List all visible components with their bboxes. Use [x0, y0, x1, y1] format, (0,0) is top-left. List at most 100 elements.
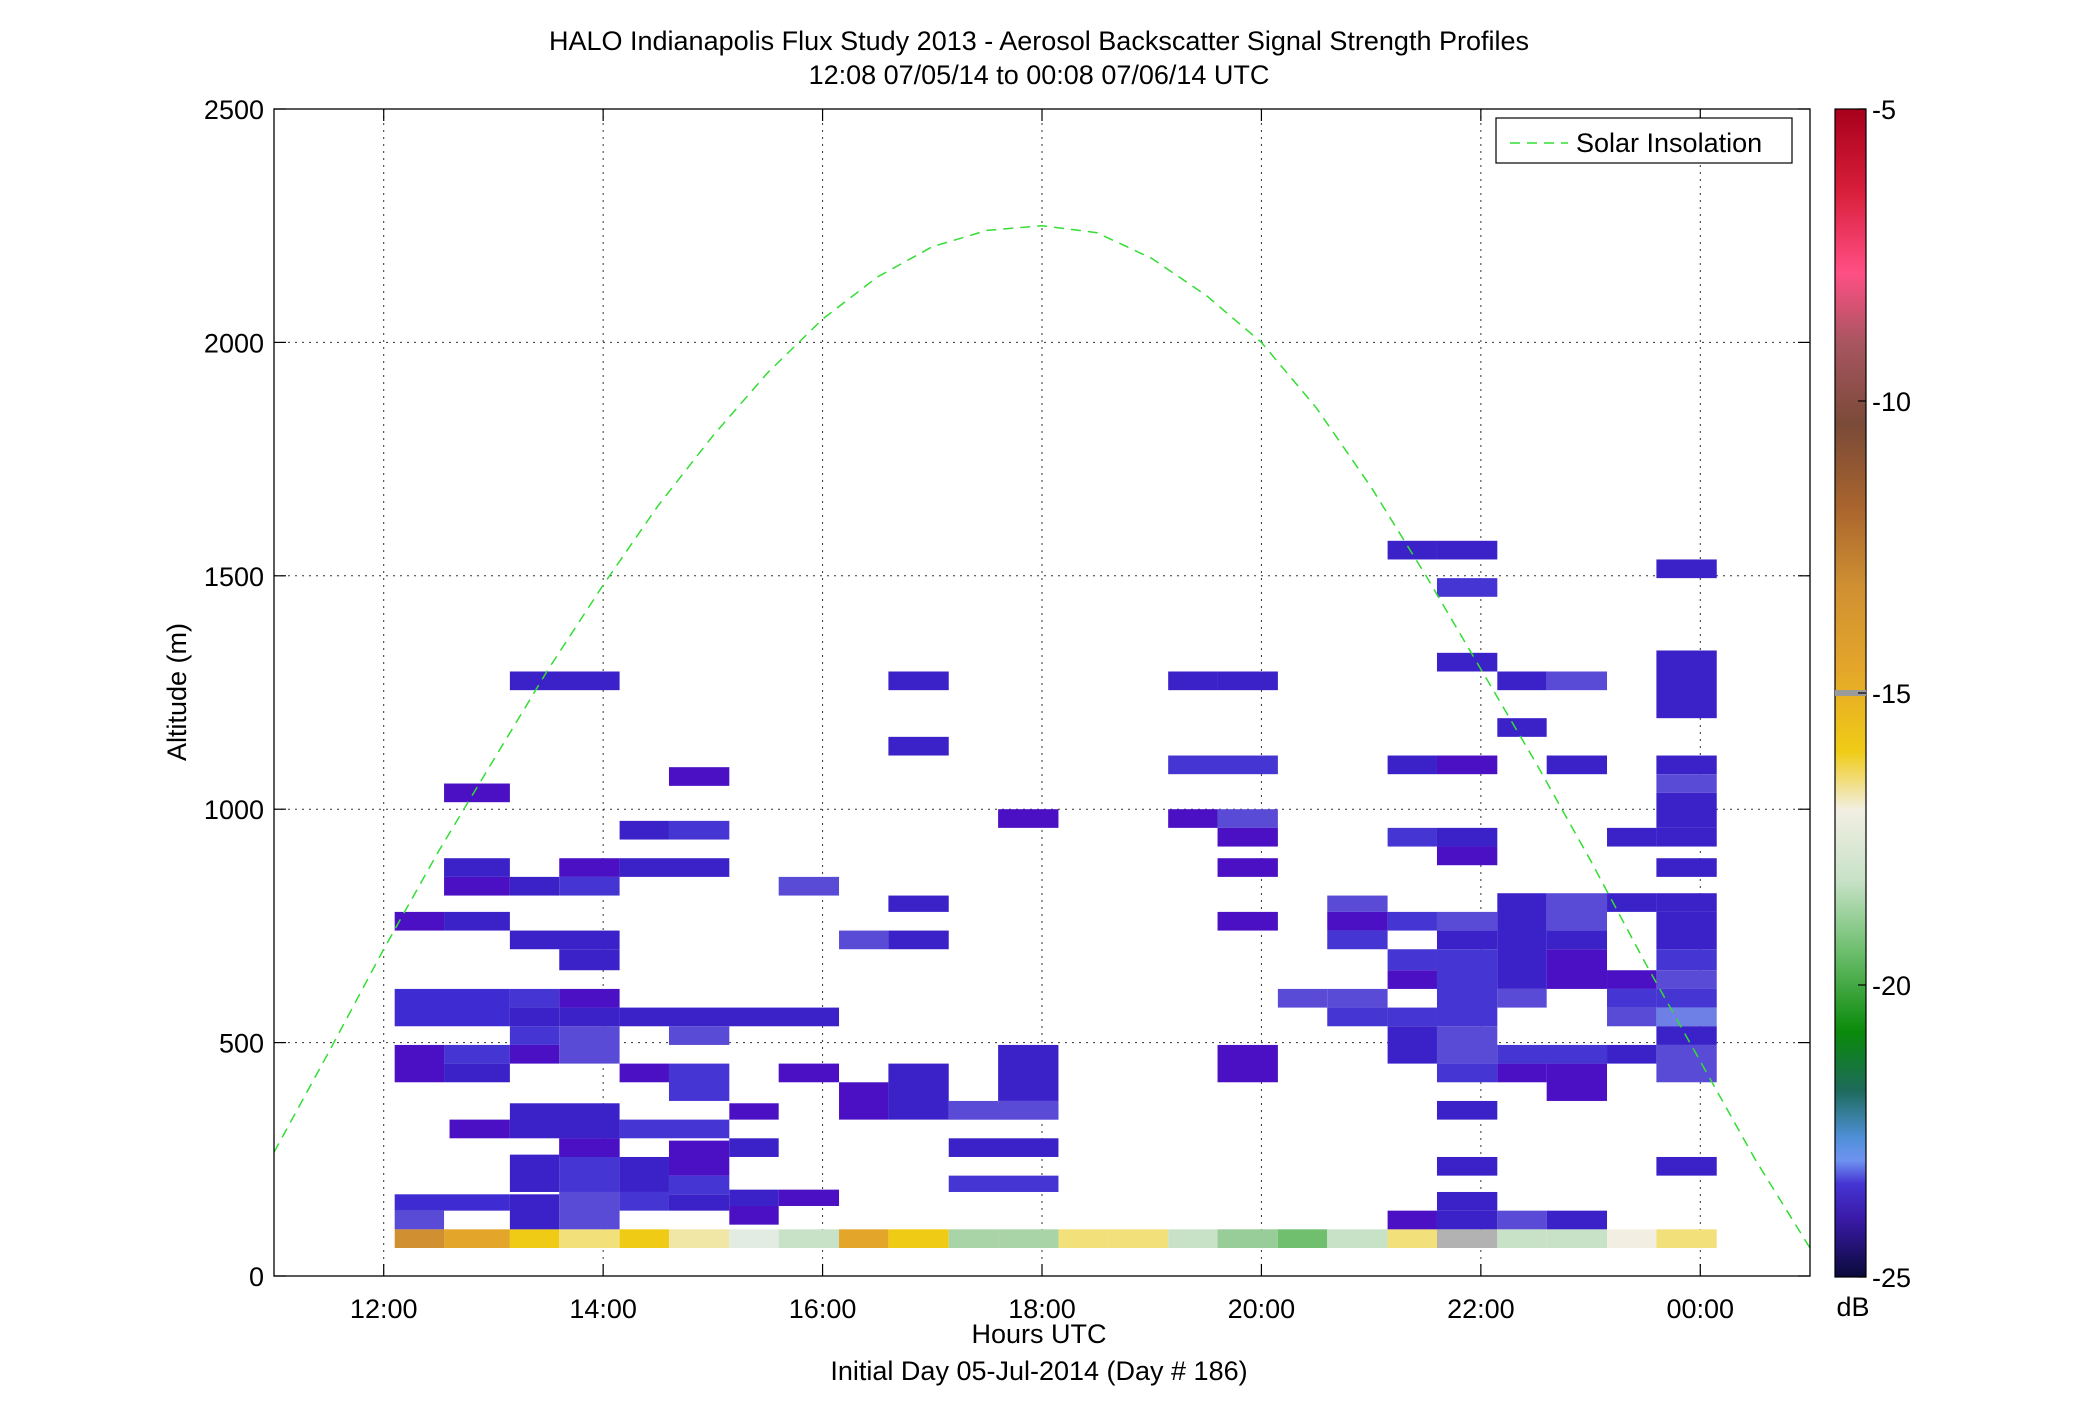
- heatmap-cell-102: [1327, 1007, 1388, 1027]
- heatmap-cell-34: [668, 1140, 730, 1176]
- heatmap-cell-11: [998, 1229, 1059, 1248]
- heatmap-cell-20: [1497, 1229, 1547, 1248]
- heatmap-cell-64: [559, 988, 620, 1008]
- legend-label-solar: Solar Insolation: [1576, 128, 1762, 158]
- heatmap-cell-109: [1497, 718, 1547, 737]
- heatmap-cell-139: [1497, 988, 1547, 1008]
- heatmap-cell-56: [444, 1044, 510, 1064]
- heatmap-cell-138: [1546, 949, 1608, 989]
- heatmap-cell-135: [1497, 893, 1547, 989]
- heatmap-cell-82: [668, 820, 730, 840]
- y-tick-label-1: 500: [219, 1029, 264, 1059]
- heatmap-cell-27: [559, 1191, 620, 1230]
- y-axis-ticks: 0 500 1000 1500 2000 2500: [204, 95, 1810, 1292]
- heatmap-cell-142: [1546, 1063, 1608, 1101]
- heatmap-cell-99: [1217, 671, 1278, 691]
- heatmap-cell-163: [1656, 1007, 1717, 1027]
- heatmap-cell-85: [509, 671, 620, 691]
- heatmap-cell-78: [559, 876, 620, 896]
- heatmap-cell-86: [888, 671, 949, 691]
- heatmap-cell-8: [839, 1229, 889, 1248]
- heatmap-cell-65: [619, 1007, 840, 1027]
- heatmap-cell-131: [1436, 1191, 1498, 1211]
- heatmap-cell-93: [1168, 809, 1218, 828]
- heatmap-cell-107: [1497, 671, 1547, 691]
- x-tick-label-1: 14:00: [569, 1294, 637, 1324]
- heatmap-cell-140: [1497, 1044, 1608, 1064]
- heatmap-cell-166: [1656, 1156, 1717, 1176]
- heatmap-cell-69: [394, 911, 445, 931]
- heatmap-cell-39: [729, 1103, 779, 1120]
- heatmap-cell-25: [394, 1194, 510, 1211]
- heatmap-cell-114: [1436, 827, 1498, 847]
- heatmap-cell-136: [1546, 893, 1608, 931]
- heatmap-cell-50: [948, 1138, 1059, 1157]
- heatmap-cell-38: [729, 1138, 779, 1157]
- y-tick-label-4: 2000: [204, 328, 264, 358]
- heatmap-cell-141: [1497, 1063, 1547, 1083]
- heatmap-cell-149: [1607, 1044, 1657, 1064]
- heatmap-cell-96: [1217, 858, 1278, 877]
- heatmap-cell-144: [1546, 1210, 1608, 1230]
- chart-subtitle: 12:08 07/05/14 to 00:08 07/06/14 UTC: [809, 60, 1270, 90]
- heatmap-cell-88: [998, 809, 1059, 828]
- colorbar-band: [1835, 690, 1866, 696]
- heatmap-cell-51: [778, 1063, 840, 1083]
- heatmap-cell-75: [444, 876, 510, 896]
- heatmap-cells: [394, 540, 1717, 1248]
- heatmap-cell-84: [668, 767, 730, 786]
- colorbar-tick-label-3: -20: [1872, 971, 1911, 1001]
- heatmap-cell-119: [1387, 911, 1437, 931]
- heatmap-cell-101: [1327, 988, 1388, 1008]
- heatmap-cell-13: [1107, 1229, 1169, 1248]
- heatmap-cell-92: [1168, 755, 1278, 775]
- heatmap-cell-95: [1217, 827, 1278, 847]
- heatmap-cell-124: [1436, 949, 1498, 1027]
- heatmap-cell-40: [619, 1119, 730, 1139]
- heatmap-cell-58: [509, 1026, 560, 1045]
- heatmap-cell-10: [948, 1229, 999, 1248]
- heatmap-cell-53: [668, 1063, 730, 1101]
- heatmap-cell-105: [1436, 578, 1498, 597]
- heatmap-cell-23: [1656, 1229, 1717, 1248]
- heatmap-cell-155: [1656, 792, 1717, 828]
- heatmap-cell-16: [1277, 1229, 1328, 1248]
- y-tick-label-5: 2500: [204, 95, 264, 125]
- heatmap-cell-117: [1327, 911, 1388, 931]
- heatmap-cell-161: [1656, 970, 1717, 989]
- heatmap-cell-26: [509, 1194, 560, 1230]
- heatmap-cell-0: [394, 1229, 445, 1248]
- heatmap-cell-7: [778, 1229, 840, 1248]
- heatmap-cell-57: [509, 1044, 560, 1064]
- legend: Solar Insolation: [1495, 117, 1793, 164]
- heatmap-cell-126: [1387, 1026, 1437, 1064]
- heatmap-cell-22: [1607, 1229, 1657, 1248]
- solar-insolation-line: [273, 224, 1811, 1249]
- y-tick-label-3: 1500: [204, 562, 264, 592]
- heatmap-cell-162: [1656, 988, 1717, 1008]
- heatmap-cell-125: [1387, 1007, 1437, 1027]
- heatmap-cell-31: [619, 1156, 669, 1192]
- heatmap-cell-145: [1607, 893, 1657, 912]
- heatmap-cell-61: [509, 1007, 560, 1027]
- heatmap-cell-121: [1436, 930, 1498, 950]
- heatmap-cell-43: [559, 1138, 620, 1157]
- y-axis-label: Altitude (m): [162, 623, 192, 761]
- heatmap-cell-100: [1277, 988, 1328, 1008]
- heatmap-cell-73: [888, 895, 949, 912]
- heatmap-cell-90: [948, 1100, 999, 1120]
- heatmap-cell-12: [1058, 1229, 1108, 1248]
- heatmap-cell-59: [559, 1026, 620, 1064]
- heatmap-cell-81: [619, 820, 669, 840]
- heatmap-cell-5: [668, 1229, 730, 1248]
- heatmap-cell-108: [1546, 671, 1608, 691]
- heatmap-cell-2: [509, 1229, 560, 1248]
- heatmap-cell-143: [1497, 1210, 1547, 1230]
- x-tick-label-2: 16:00: [789, 1294, 857, 1324]
- x-axis-sublabel: Initial Day 05-Jul-2014 (Day # 186): [830, 1356, 1247, 1386]
- heatmap-cell-156: [1656, 827, 1717, 847]
- heatmap-cell-30: [619, 1191, 669, 1211]
- heatmap-cell-87: [888, 736, 949, 756]
- heatmap-cell-71: [839, 930, 889, 950]
